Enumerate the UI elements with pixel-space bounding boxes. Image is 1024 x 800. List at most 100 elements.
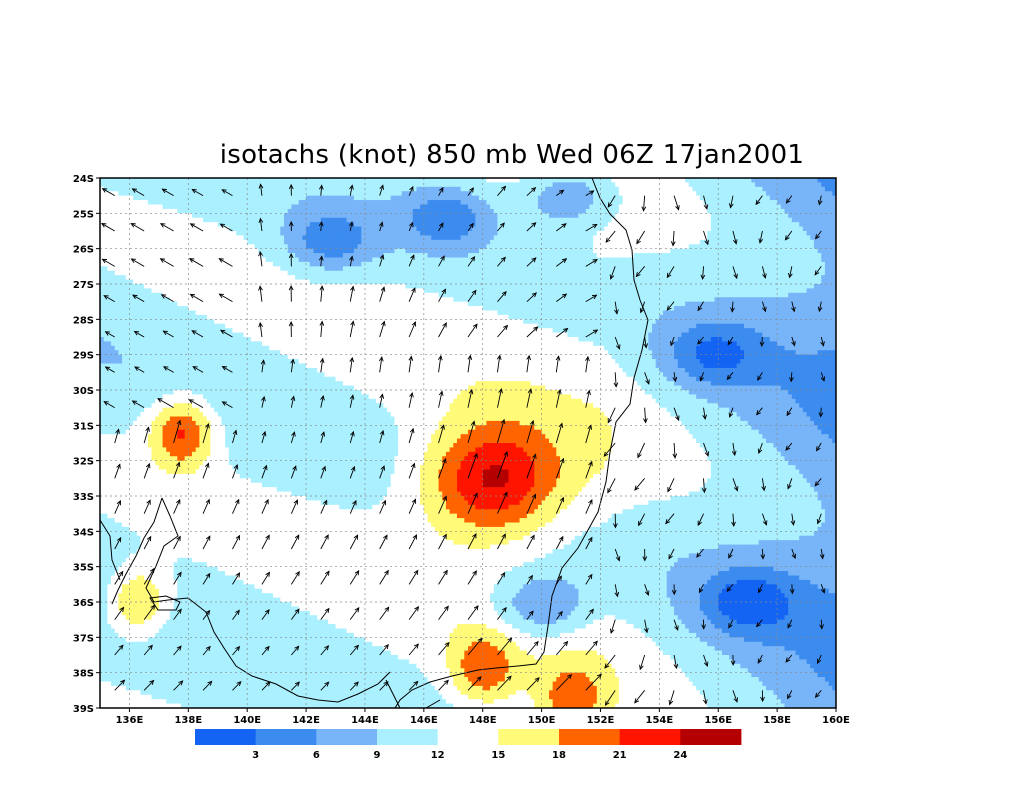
isotach-cell bbox=[258, 271, 262, 276]
isotach-cell bbox=[140, 213, 144, 218]
isotach-cell bbox=[159, 235, 163, 240]
isotach-cell bbox=[689, 284, 693, 289]
isotach-cell bbox=[542, 191, 546, 196]
isotach-cell bbox=[413, 231, 417, 236]
isotach-field bbox=[100, 178, 840, 713]
isotach-cell bbox=[229, 258, 233, 263]
isotach-cell bbox=[280, 240, 284, 245]
isotach-cell bbox=[711, 253, 715, 258]
isotach-cell bbox=[350, 178, 354, 183]
isotach-cell bbox=[104, 196, 108, 201]
isotach-cell bbox=[512, 213, 516, 218]
isotach-cell bbox=[424, 178, 428, 183]
isotach-cell bbox=[262, 205, 266, 210]
isotach-cell bbox=[542, 271, 546, 276]
isotach-cell bbox=[428, 275, 432, 280]
isotach-cell bbox=[442, 275, 446, 280]
isotach-cell bbox=[343, 218, 347, 223]
isotach-cell bbox=[582, 222, 586, 227]
isotach-cell bbox=[328, 182, 332, 187]
isotach-cell bbox=[663, 213, 667, 218]
isotach-cell bbox=[214, 231, 218, 236]
isotach-cell bbox=[321, 271, 325, 276]
isotach-cell bbox=[273, 205, 277, 210]
isotach-cell bbox=[155, 222, 159, 227]
isotach-cell bbox=[181, 231, 185, 236]
isotach-cell bbox=[652, 205, 656, 210]
isotach-cell bbox=[729, 178, 733, 183]
isotach-cell bbox=[490, 213, 494, 218]
isotach-cell bbox=[759, 178, 763, 183]
isotach-cell bbox=[490, 218, 494, 223]
isotach-cell bbox=[144, 266, 148, 271]
isotach-cell bbox=[648, 227, 652, 232]
isotach-cell bbox=[163, 182, 167, 187]
isotach-cell bbox=[140, 178, 144, 183]
isotach-cell bbox=[324, 240, 328, 245]
isotach-cell bbox=[472, 271, 476, 276]
isotach-cell bbox=[321, 200, 325, 205]
isotach-cell bbox=[766, 213, 770, 218]
isotach-cell bbox=[387, 253, 391, 258]
isotach-cell bbox=[608, 253, 612, 258]
isotach-cell bbox=[796, 258, 800, 263]
isotach-cell bbox=[575, 213, 579, 218]
isotach-cell bbox=[494, 213, 498, 218]
isotach-cell bbox=[770, 187, 774, 192]
isotach-cell bbox=[159, 196, 163, 201]
isotach-cell bbox=[306, 235, 310, 240]
isotach-cell bbox=[137, 196, 141, 201]
isotach-cell bbox=[472, 218, 476, 223]
isotach-cell bbox=[737, 205, 741, 210]
isotach-cell bbox=[508, 266, 512, 271]
isotach-cell bbox=[431, 249, 435, 254]
isotach-cell bbox=[266, 249, 270, 254]
isotach-cell bbox=[784, 275, 788, 280]
isotach-cell bbox=[199, 266, 203, 271]
isotach-cell bbox=[391, 253, 395, 258]
isotach-cell bbox=[291, 218, 295, 223]
isotach-cell bbox=[262, 240, 266, 245]
isotach-cell bbox=[291, 231, 295, 236]
isotach-cell bbox=[299, 231, 303, 236]
isotach-cell bbox=[229, 271, 233, 276]
isotach-cell bbox=[751, 253, 755, 258]
isotach-cell bbox=[310, 182, 314, 187]
isotach-cell bbox=[313, 235, 317, 240]
isotach-cell bbox=[155, 284, 159, 289]
isotach-cell bbox=[129, 284, 133, 289]
isotach-cell bbox=[729, 284, 733, 289]
isotach-cell bbox=[155, 231, 159, 236]
isotach-cell bbox=[402, 191, 406, 196]
isotach-cell bbox=[376, 253, 380, 258]
isotach-cell bbox=[336, 222, 340, 227]
isotach-cell bbox=[670, 178, 674, 183]
isotach-cell bbox=[696, 262, 700, 267]
isotach-cell bbox=[155, 178, 159, 183]
isotach-cell bbox=[707, 258, 711, 263]
isotach-cell bbox=[615, 249, 619, 254]
isotach-cell bbox=[159, 182, 163, 187]
isotach-cell bbox=[567, 253, 571, 258]
isotach-cell bbox=[450, 196, 454, 201]
isotach-cell bbox=[586, 253, 590, 258]
isotach-cell bbox=[251, 271, 255, 276]
isotach-cell bbox=[144, 218, 148, 223]
isotach-cell bbox=[387, 271, 391, 276]
isotach-cell bbox=[188, 271, 192, 276]
isotach-cell bbox=[203, 262, 207, 267]
isotach-cell bbox=[807, 222, 811, 227]
isotach-cell bbox=[398, 249, 402, 254]
isotach-cell bbox=[255, 284, 259, 289]
isotach-cell bbox=[339, 253, 343, 258]
isotach-cell bbox=[829, 218, 833, 223]
isotach-cell bbox=[118, 218, 122, 223]
isotach-cell bbox=[461, 240, 465, 245]
isotach-cell bbox=[542, 218, 546, 223]
isotach-cell bbox=[707, 187, 711, 192]
isotach-cell bbox=[648, 275, 652, 280]
isotach-cell bbox=[310, 249, 314, 254]
isotach-cell bbox=[398, 227, 402, 232]
isotach-cell bbox=[821, 187, 825, 192]
isotach-cell bbox=[534, 231, 538, 236]
